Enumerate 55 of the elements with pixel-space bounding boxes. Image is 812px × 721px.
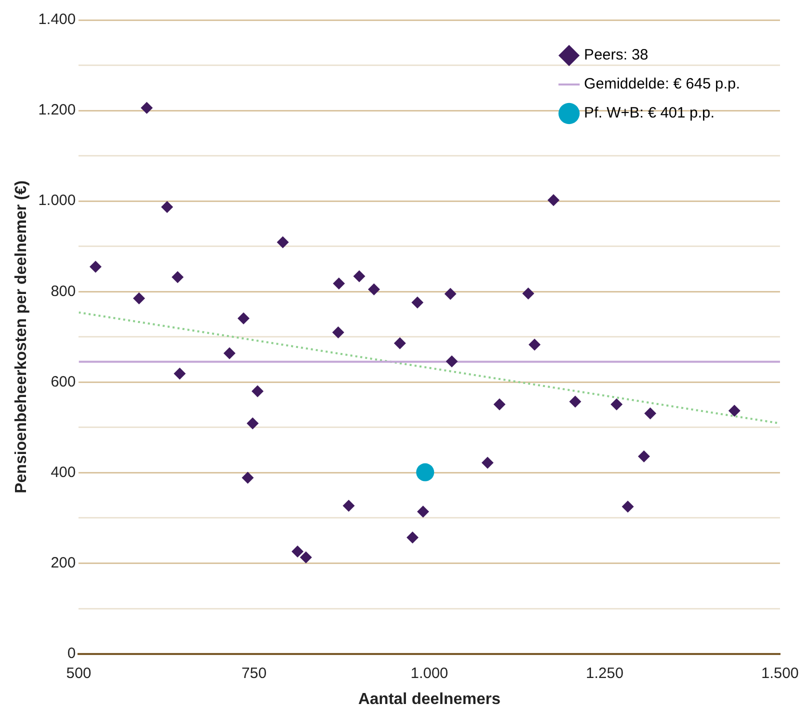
point [411,296,424,308]
point [638,450,650,462]
x-axis-title: Aantal deelnemers [358,690,501,708]
point [224,347,236,360]
y-tick-label: 1.000 [38,192,76,210]
point [417,506,430,518]
point [332,277,345,290]
y-tick-label: 800 [50,282,76,300]
point [493,398,506,410]
point [528,338,541,351]
point [246,417,259,430]
legend-label: Peers: 38 [584,46,648,64]
point [406,531,419,544]
point [161,200,174,213]
point [300,551,312,564]
point [242,472,254,484]
x-tick-label: 1.250 [586,664,624,682]
point [292,545,304,558]
y-tick-label: 400 [50,464,76,481]
point [569,396,582,408]
legend-label: Pf. W+B: € 401 p.p. [584,104,715,122]
point [353,270,366,282]
x-tick-label: 750 [242,664,267,682]
x-tick-label: 500 [66,664,92,682]
x-tick-label: 1.500 [761,664,799,682]
point [133,292,146,304]
y-axis-title: Pensioenbeheerkosten per deelnemer (€) [13,180,30,494]
x-tick-label: 1.000 [410,664,448,682]
point [446,355,458,368]
point [140,102,153,114]
point [174,368,186,380]
point [394,337,406,350]
point [547,194,560,206]
y-tick-label: 1.200 [38,102,76,119]
point [90,260,102,273]
point [416,463,434,482]
legend-label: Gemiddelde: € 645 p.p. [584,76,740,93]
point [644,407,656,420]
point [522,287,534,300]
point [252,385,264,398]
y-tick-label: 1.400 [38,11,76,28]
point [342,500,355,512]
point [728,404,740,417]
point [172,271,184,284]
point [622,500,634,513]
point [482,456,494,469]
point [368,283,380,296]
point [238,312,250,324]
point [332,326,344,338]
point [276,236,289,248]
point [444,288,456,300]
y-tick-label: 0 [67,644,76,662]
y-tick-label: 600 [50,373,76,390]
point [610,398,623,410]
y-tick-label: 200 [50,554,76,572]
